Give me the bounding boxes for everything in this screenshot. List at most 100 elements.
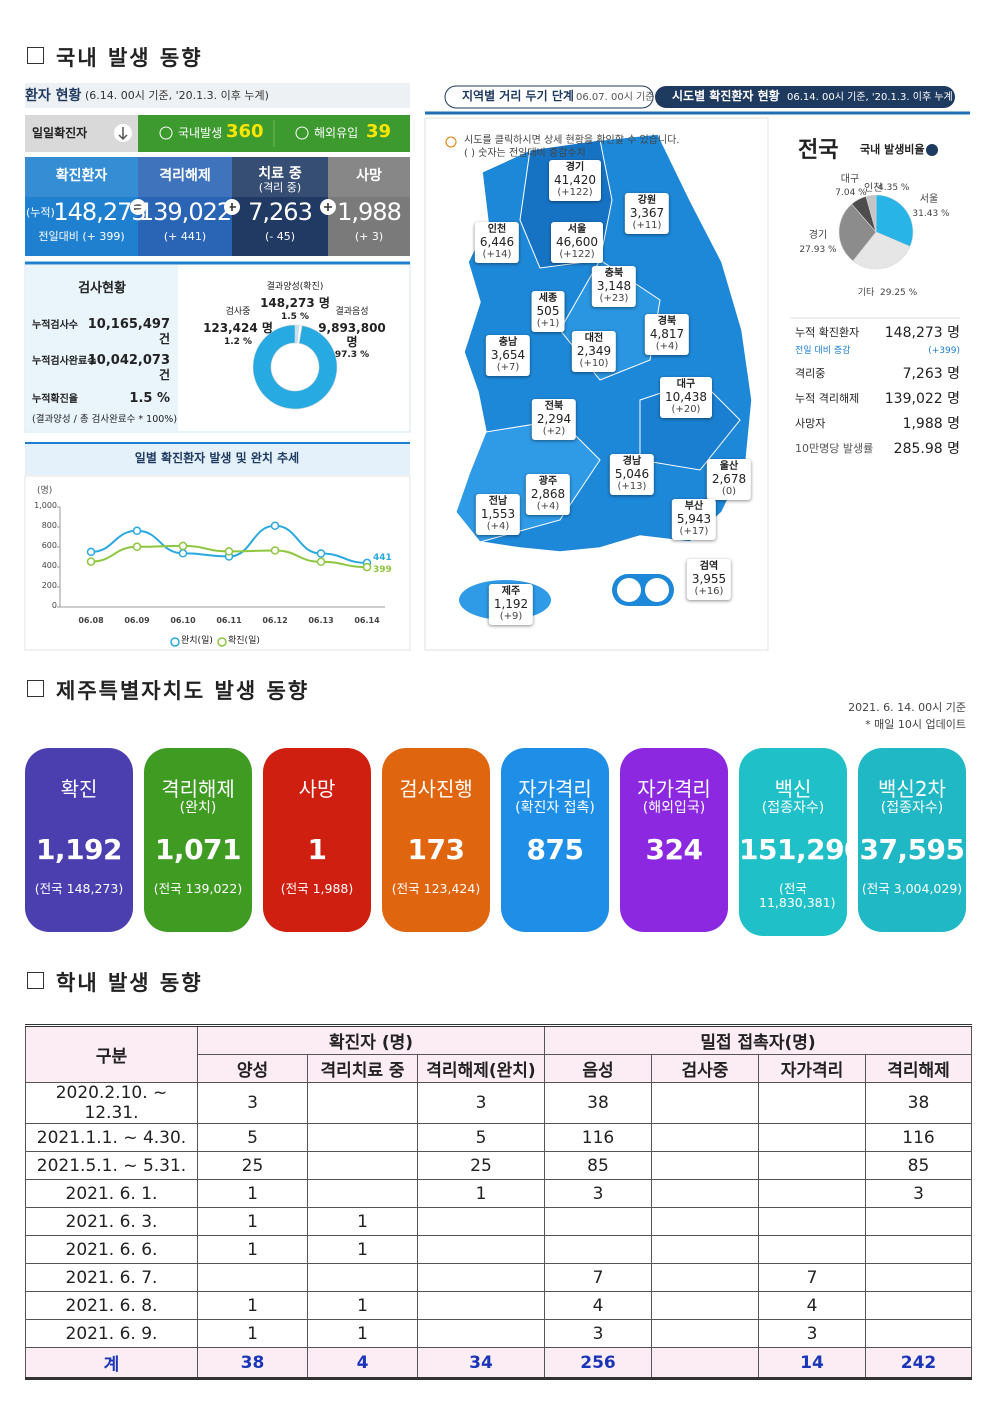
donut-value-label: 1.2 %	[223, 337, 253, 347]
info-icon	[445, 136, 457, 148]
status-box	[328, 157, 410, 256]
icon	[295, 126, 309, 140]
region-value: 5,943	[676, 511, 712, 526]
region-change: (+10)	[579, 358, 609, 370]
table-cell	[417, 1263, 545, 1292]
panel-title: 환자 현황	[25, 88, 82, 104]
status-box-header	[25, 157, 138, 197]
status-box	[232, 157, 328, 256]
table-body: 2020.2.10. ~ 12.31. 3 3 38 38 2021.1.1. ~ 4.3…	[25, 1082, 972, 1380]
card-subtitle: (접종자수)	[761, 800, 825, 816]
icon	[645, 578, 669, 602]
header-row: 구분 확진자 (명) 밀접 접촉자(명)	[25, 1024, 972, 1083]
table-cell: 1	[197, 1207, 308, 1236]
pie-slice	[875, 194, 914, 247]
region-value: 2,868	[530, 486, 566, 501]
card-value: 1,071	[154, 833, 242, 866]
table-cell	[307, 1263, 418, 1292]
table-cell: 3	[197, 1082, 308, 1124]
box-title: 격리해제	[159, 168, 211, 184]
donut-count: 123,424 명	[203, 321, 273, 335]
point	[270, 546, 280, 555]
table-cell: 38	[865, 1082, 972, 1124]
box-value: 7,263	[248, 198, 313, 226]
legend-label: 확진(일)	[228, 636, 260, 646]
tests-unit: 건	[158, 332, 170, 346]
legend-label: 완치(일)	[181, 636, 213, 646]
daily-overseas-label: 해외유입	[314, 126, 359, 140]
region-value: 3,367	[629, 205, 665, 220]
card-national: (전국 11,830,381)	[759, 881, 836, 911]
table-row: 2021. 6. 1. 1 1 3 3	[25, 1179, 972, 1208]
stat-card: 자가격리 (해외입국) 324	[620, 748, 728, 932]
table-cell: 2021. 6. 9.	[25, 1319, 198, 1348]
table-cell	[651, 1179, 759, 1208]
table-cell	[544, 1235, 652, 1264]
table-cell: 5	[197, 1123, 308, 1152]
card-subtitle: (해외입국)	[642, 800, 706, 816]
table-cell: 34	[417, 1347, 545, 1380]
checkbox	[27, 47, 44, 64]
region-name: 경기	[565, 162, 585, 173]
table-row: 2021.5.1. ~ 5.31. 25 25 85 85	[25, 1151, 972, 1180]
region-name: 충북	[604, 268, 624, 279]
region-label: 경남 5,046 (+13)	[609, 454, 655, 495]
region-change: (+17)	[679, 526, 709, 538]
region-name: 경북	[657, 316, 677, 327]
y-tick-label: 800	[41, 521, 57, 530]
region-label: 경북 4,817 (+4)	[644, 314, 690, 355]
table-cell	[865, 1235, 972, 1264]
x-tick-label: 06.14	[354, 616, 380, 625]
national-title: 전국	[798, 138, 839, 163]
region-name: 광주	[538, 476, 558, 487]
pie-category: 대구	[840, 174, 860, 185]
table-cell: 3	[865, 1179, 972, 1208]
table-cell: 2021.1.1. ~ 4.30.	[25, 1123, 198, 1152]
table-cell: 4	[758, 1291, 866, 1320]
point	[86, 557, 96, 566]
box-prefix: (누적)	[26, 206, 55, 219]
table-cell: 2021. 6. 7.	[25, 1263, 198, 1292]
header-cell: 격리해제	[865, 1054, 972, 1083]
region-name: 검역	[699, 561, 719, 572]
stat-label: 격리중	[795, 367, 826, 380]
daily-local: 360	[226, 121, 264, 142]
region-label: 강원 3,367 (+11)	[624, 193, 670, 234]
region-change: (+4)	[536, 501, 560, 513]
y-tick-label: 600	[41, 541, 57, 550]
daily-overseas: 39	[366, 121, 392, 142]
region-label: 경기 41,420 (+122)	[549, 160, 601, 201]
table-cell	[651, 1263, 759, 1292]
operator-sign	[324, 203, 332, 211]
x-tick-label: 06.11	[216, 616, 242, 625]
pie-slice	[252, 324, 338, 410]
point	[178, 541, 188, 551]
region-label: 전남 1,553 (+4)	[475, 494, 521, 535]
box-change: (+ 3)	[354, 230, 384, 243]
region-label: 충북 3,148 (+23)	[591, 266, 637, 307]
table-cell: 1	[417, 1179, 545, 1208]
table-cell	[651, 1151, 759, 1180]
region-name: 울산	[719, 461, 739, 472]
pie-slice	[838, 203, 877, 262]
stat-card: 백신 (접종자수) 151,290 (전국 11,830,381)	[739, 748, 864, 936]
checkbox	[27, 972, 44, 989]
table-cell: 7	[758, 1263, 866, 1292]
region-change: (+4)	[486, 521, 510, 533]
legend-marker	[170, 637, 180, 647]
card-title: 격리해제	[161, 777, 235, 801]
region-value: 1,553	[480, 506, 516, 521]
card-value: 324	[645, 833, 703, 866]
header-cell: 격리치료 중	[307, 1054, 418, 1083]
x-tick-label: 06.09	[124, 616, 150, 625]
card-subtitle: (접종자수)	[880, 800, 944, 816]
table-cell	[651, 1291, 759, 1320]
point	[132, 542, 142, 552]
chart-title: 일별 확진환자 발생 및 완치 추세	[134, 451, 300, 465]
status-box	[138, 157, 232, 256]
pie-category: 경기	[808, 230, 828, 241]
operator	[130, 199, 146, 215]
table-cell: 5	[417, 1123, 545, 1152]
donut-count: 148,273 명	[260, 296, 330, 310]
